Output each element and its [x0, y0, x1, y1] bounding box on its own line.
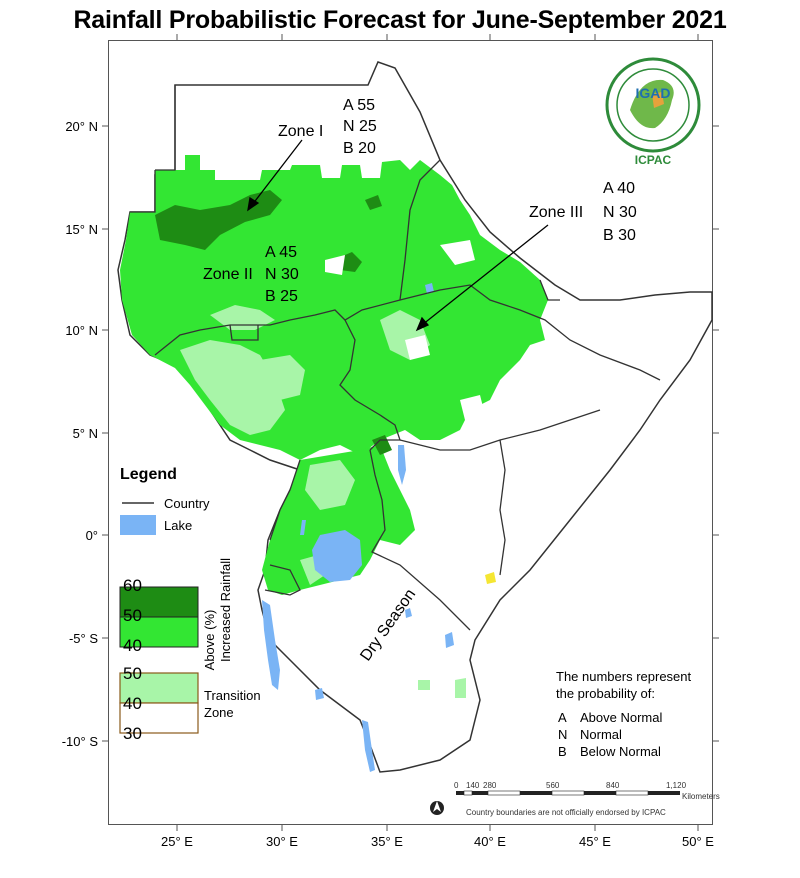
north-arrow-icon [430, 801, 444, 815]
zone3-n: N 30 [603, 204, 637, 221]
lon-label-45e: 45° E [579, 834, 611, 849]
lat-label-5n: 5° N [72, 426, 98, 441]
legend-transition-50: 50 [123, 664, 142, 683]
zone1-a: A 55 [343, 97, 375, 114]
scale-tick-1120: 1,120 [666, 781, 687, 790]
zone3-b: B 30 [603, 227, 636, 244]
above-legend-label-1: Above (%) [202, 610, 217, 671]
explanation-key-n: N [558, 727, 568, 742]
lake-victoria [312, 530, 362, 582]
scale-bar [456, 790, 680, 796]
scale-tick-280: 280 [483, 781, 497, 790]
scale-unit: Kilometers [682, 792, 720, 801]
lat-label-20n: 20° N [65, 119, 98, 134]
transition-patches [180, 305, 466, 698]
lon-label-35e: 35° E [371, 834, 403, 849]
zone1-b: B 20 [343, 140, 376, 157]
zone-arrows [247, 139, 549, 332]
legend-transition-30: 30 [123, 724, 142, 743]
lake-small-2 [405, 608, 412, 618]
lake-turkana [398, 445, 406, 485]
legend-lake: Lake [164, 518, 193, 533]
lat-label-10s: -10° S [61, 734, 98, 749]
zone1-n: N 25 [343, 118, 377, 135]
igad-logo: IGAD ICPAC [605, 57, 701, 167]
legend-transition-label-1: Transition [204, 688, 261, 703]
legend-graphics [119, 502, 199, 734]
legend-above-50: 50 [123, 606, 142, 625]
lake-malawi [362, 720, 375, 772]
frame-ticks [102, 34, 719, 831]
lake-small-1 [445, 632, 454, 648]
explanation-key-b: B [558, 744, 567, 759]
explanation-intro-2: the probability of: [556, 686, 656, 701]
lat-label-5s: -5° S [68, 631, 98, 646]
legend-title: Legend [120, 466, 177, 483]
legend-transition-40: 40 [123, 694, 142, 713]
zone3-a: A 40 [603, 180, 635, 197]
zone1-label: Zone I [278, 123, 323, 140]
yellow-patch [485, 572, 496, 584]
lat-label-10n: 10° N [65, 323, 98, 338]
lakes [262, 283, 454, 772]
lon-label-30e: 30° E [266, 834, 298, 849]
scale-tick-140: 140 [466, 781, 480, 790]
explanation-text-b: Below Normal [580, 744, 661, 759]
explanation-text-a: Above Normal [580, 710, 663, 725]
legend-above-40: 40 [123, 636, 142, 655]
legend-transition-label-2: Zone [204, 705, 234, 720]
disclaimer: Country boundaries are not officially en… [466, 808, 666, 817]
zone2-label: Zone II [203, 266, 253, 283]
lake-albert [300, 520, 306, 535]
scale-tick-560: 560 [546, 781, 560, 790]
lon-label-40e: 40° E [474, 834, 506, 849]
explanation-intro-1: The numbers represent [556, 669, 692, 684]
lake-small-3 [315, 688, 324, 700]
country-boundaries [130, 85, 661, 631]
scale-tick-0: 0 [454, 781, 459, 790]
zone3-label: Zone III [529, 204, 583, 221]
explanation-key-a: A [558, 710, 567, 725]
lat-label-0: 0° [85, 528, 98, 543]
lat-label-15n: 15° N [65, 222, 98, 237]
logo-bottom-text: ICPAC [635, 153, 672, 167]
lake-tanganyika [262, 600, 280, 690]
lake-tana [425, 283, 434, 294]
map-title: Rainfall Probabilistic Forecast for June… [73, 6, 727, 34]
logo-top-text: IGAD [636, 85, 671, 101]
scale-tick-840: 840 [606, 781, 620, 790]
above-legend-label-2: Increased Rainfall [218, 558, 233, 662]
explanation-intro: The numbers represent the probability of… [556, 668, 691, 702]
zone2-n: N 30 [265, 266, 299, 283]
explanation-text-n: Normal [580, 727, 622, 742]
dry-patches [325, 240, 485, 420]
legend-country: Country [164, 496, 210, 511]
lon-label-50e: 50° E [682, 834, 714, 849]
zone2-b: B 25 [265, 288, 298, 305]
zone2-a: A 45 [265, 244, 297, 261]
legend-above-60: 60 [123, 576, 142, 595]
lon-label-25e: 25° E [161, 834, 193, 849]
